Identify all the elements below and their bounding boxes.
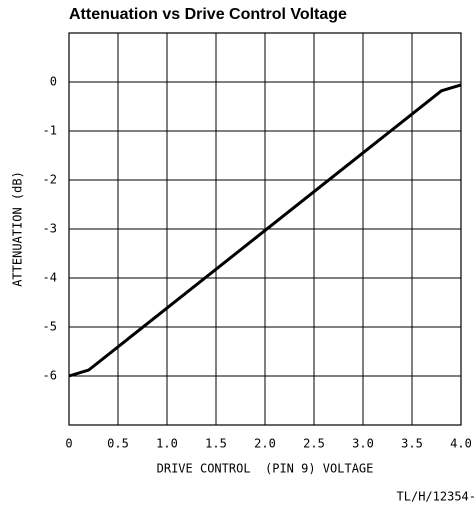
footnote: TL/H/12354- [397,490,476,504]
x-tick-label: 3.0 [352,437,374,451]
x-tick-label: 3.5 [401,437,423,451]
y-tick-label: -5 [43,320,57,334]
y-tick-label: -6 [43,369,57,383]
chart-title: Attenuation vs Drive Control Voltage [69,6,347,23]
y-tick-label: -3 [43,222,57,236]
y-tick-label: -2 [43,173,57,187]
y-tick-label: -4 [43,271,57,285]
x-tick-label: 4.0 [450,437,472,451]
x-tick-label: 1.5 [205,437,227,451]
x-tick-label: 1.0 [156,437,178,451]
data-line [68,83,462,378]
x-axis-label: DRIVE CONTROL (PIN 9) VOLTAGE [157,462,374,476]
y-tick-label: -1 [43,124,57,138]
x-tick-label: 2.5 [303,437,325,451]
y-tick-label: 0 [50,75,57,89]
x-tick-label: 2.0 [254,437,276,451]
y-axis-label: ATTENUATION (dB) [11,171,25,287]
x-tick-label: 0 [65,437,72,451]
x-tick-label: 0.5 [107,437,129,451]
